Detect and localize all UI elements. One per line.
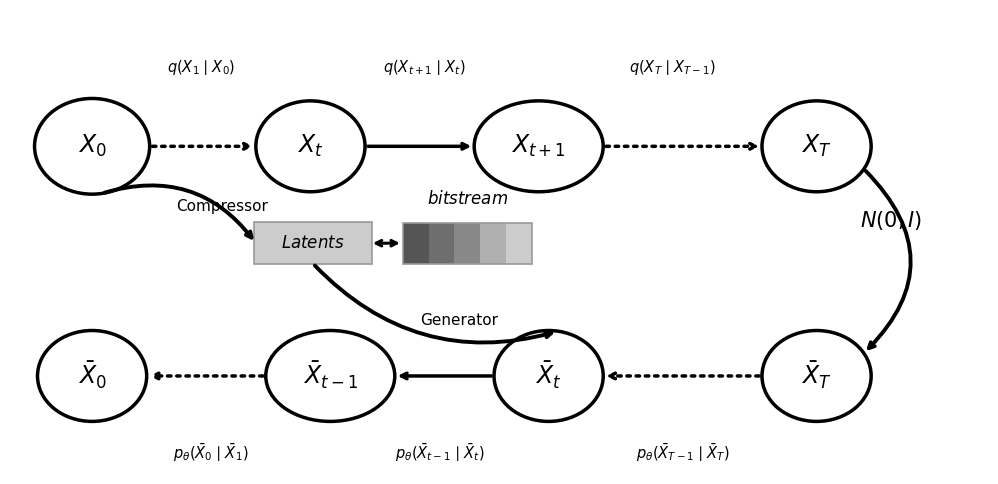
Ellipse shape	[38, 331, 147, 422]
Bar	[428, 223, 454, 263]
Ellipse shape	[762, 331, 871, 422]
Text: $X_{t+1}$: $X_{t+1}$	[511, 133, 566, 159]
Ellipse shape	[474, 101, 603, 192]
Text: $\bar{X}_{t-1}$: $\bar{X}_{t-1}$	[302, 361, 358, 392]
Ellipse shape	[35, 98, 150, 194]
Ellipse shape	[265, 331, 395, 422]
Text: $q(X_{t+1} \mid X_t)$: $q(X_{t+1} \mid X_t)$	[383, 58, 466, 77]
Text: $\mathit{bitstream}$: $\mathit{bitstream}$	[427, 190, 508, 208]
Text: $\bar{X}_T$: $\bar{X}_T$	[801, 361, 832, 392]
Text: $q(X_1 \mid X_0)$: $q(X_1 \mid X_0)$	[167, 58, 236, 77]
Bar	[454, 223, 480, 263]
Text: Compressor: Compressor	[177, 198, 268, 213]
Bar	[506, 223, 532, 263]
Text: Generator: Generator	[420, 314, 498, 329]
Text: $p_{\theta}(\bar{X}_{T-1} \mid \bar{X}_T)$: $p_{\theta}(\bar{X}_{T-1} \mid \bar{X}_T…	[636, 441, 730, 464]
Ellipse shape	[255, 101, 365, 192]
Text: $q(X_T \mid X_{T-1})$: $q(X_T \mid X_{T-1})$	[629, 58, 717, 77]
FancyBboxPatch shape	[253, 222, 372, 264]
Text: $\bar{X}_t$: $\bar{X}_t$	[535, 361, 562, 392]
Bar	[480, 223, 506, 263]
Text: $\mathit{Latents}$: $\mathit{Latents}$	[281, 234, 344, 252]
Text: $\bar{X}_0$: $\bar{X}_0$	[78, 361, 107, 392]
Text: $p_{\theta}(\bar{X}_0 \mid \bar{X}_1)$: $p_{\theta}(\bar{X}_0 \mid \bar{X}_1)$	[174, 441, 249, 464]
Ellipse shape	[762, 101, 871, 192]
Text: $p_{\theta}(\bar{X}_{t-1} \mid \bar{X}_t)$: $p_{\theta}(\bar{X}_{t-1} \mid \bar{X}_t…	[394, 441, 484, 464]
Text: $X_0$: $X_0$	[78, 133, 107, 159]
Bar	[403, 223, 532, 263]
Bar	[403, 223, 428, 263]
Ellipse shape	[494, 331, 603, 422]
Text: $N(0, I)$: $N(0, I)$	[860, 209, 922, 232]
Text: $X_t$: $X_t$	[297, 133, 323, 159]
Text: $X_T$: $X_T$	[801, 133, 831, 159]
